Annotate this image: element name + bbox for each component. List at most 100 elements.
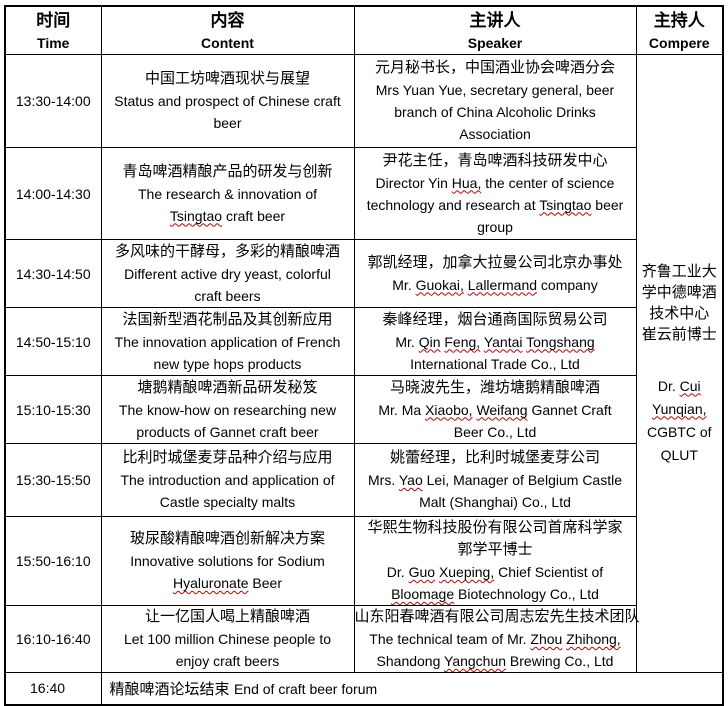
speaker-line-zh: 元月秘书长，中国酒业协会啤酒分会 — [374, 59, 615, 76]
content-line-en: The introduction and application of — [120, 472, 335, 488]
content-line-en: craft beers — [194, 287, 261, 304]
content-cell: 塘鹅精酿啤酒新品研发秘笈 The know-how on researching … — [100, 375, 355, 444]
content-line-en: The innovation application of French — [114, 333, 341, 350]
speaker-line-zh: 郭凯经理，加拿大拉曼公司北京办事处 — [367, 253, 623, 271]
speaker-line-zh: 马晓波先生，潍坊塘鹅精酿啤酒 — [389, 378, 600, 396]
speaker-line-en: Dr. Guo Xueping, Chief Scientist of — [386, 564, 604, 580]
compere-name-zh: 齐鲁工业大学中德啤酒技术中心崔云前博士 — [637, 261, 723, 345]
header-cell-compere: 主持人 Compere — [635, 5, 724, 55]
content-cell: 让一亿国人喝上精酿啤酒 Let 100 million Chinese peopl… — [100, 605, 355, 673]
content-cell: 法国新型酒花制品及其创新应用 The innovation application… — [100, 307, 355, 376]
speaker-line-en: Association — [459, 126, 531, 142]
speaker-cell: 华熙生物科技股份有限公司首席科学家 郭学平博士 Dr. Guo Xueping, C… — [353, 516, 637, 606]
speaker-line-en: technology and research at Tsingtao beer — [366, 196, 624, 213]
misspelled-word: Lallermand — [467, 276, 538, 293]
content-cell: 青岛啤酒精酿产品的研发与创新 The research & innovation … — [100, 147, 355, 240]
time-cell: 15:30-15:50 — [4, 443, 102, 517]
compere-line-en: Yunqian, — [637, 398, 723, 421]
speaker-cell: 元月秘书长，中国酒业协会啤酒分会 Mrs Yuan Yue, secretary … — [353, 54, 637, 148]
speaker-line-en: Mr. Guokai, Lallermand company — [392, 276, 598, 293]
speaker-line-en: group — [477, 218, 513, 235]
misspelled-word: Guo — [408, 564, 436, 580]
compere-line-en: CGBTC of — [646, 423, 712, 440]
header-cell-content: 内容 Content — [100, 5, 355, 55]
misspelled-word: Tongshang — [526, 333, 595, 350]
speaker-cell: 姚蕾经理，比利时城堡麦芽公司 Mrs. Yao Lei, Manager of B… — [353, 443, 637, 517]
speaker-line-en: The technical team of Mr. Zhou Zhihong, — [369, 631, 621, 647]
content-line-zh: 玻尿酸精酿啤酒创新解决方案 — [129, 530, 325, 547]
content-cell: 多风味的干酵母，多彩的精酿啤酒 Different active dry yeas… — [100, 239, 355, 308]
content-line-en: Status and prospect of Chinese craft — [114, 93, 341, 109]
speaker-line-en: Mrs Yuan Yue, secretary general, beer — [375, 82, 615, 98]
speaker-line-zh: 秦峰经理，烟台通商国际贸易公司 — [382, 310, 608, 328]
content-line-en: The research & innovation of — [137, 185, 317, 202]
time-cell: 14:50-15:10 — [4, 307, 102, 376]
header-speaker-en: Speaker — [467, 35, 523, 51]
compere-cell: 齐鲁工业大 学中德啤酒 技术中心 崔云前博士 Dr. Cui Yunqian, CGBTC … — [635, 54, 724, 673]
content-line-zh: 让一亿国人喝上精酿啤酒 — [144, 608, 310, 625]
content-line-en: Castle specialty malts — [159, 494, 296, 510]
misspelled-word: Xueping, — [438, 564, 495, 580]
compere-line-zh: 技术中心 — [649, 304, 710, 322]
speaker-cell: 秦峰经理，烟台通商国际贸易公司 Mr. Qin Feng, Yantai Tong… — [353, 307, 637, 376]
speaker-line-en: Bloomage Biotechnology Co., Ltd — [391, 586, 599, 602]
misspelled-word: Zhou — [530, 631, 563, 647]
header-row: 时间 Time 内容 Content 主讲人 Speaker 主持人 Compe… — [4, 5, 724, 55]
misspelled-word: Qin — [418, 333, 441, 350]
misspelled-word: Guokai, — [415, 276, 464, 293]
time-cell: 15:50-16:10 — [4, 516, 102, 606]
speaker-line-en: Mr. Ma Xiaobo, Weifang Gannet Craft — [378, 401, 612, 418]
speaker-line-en: Director Yin Hua, the center of science — [375, 174, 615, 191]
time-cell: 13:30-14:00 — [4, 54, 102, 148]
schedule-body: 13:30-14:00 中国工坊啤酒现状与展望 Status and prospec… — [4, 54, 724, 705]
misspelled-word: Zhihong, — [566, 631, 621, 647]
content-cell: 玻尿酸精酿啤酒创新解决方案 Innovative solutions for So… — [100, 516, 355, 606]
content-line-zh: 青岛啤酒精酿产品的研发与创新 — [122, 162, 333, 180]
speaker-line-zh: 华熙生物科技股份有限公司首席科学家 — [367, 519, 623, 536]
header-compere-en: Compere — [648, 35, 710, 51]
content-line-en: The know-how on researching new — [118, 401, 337, 418]
speaker-line-zh: 尹花主任，青岛啤酒科技研发中心 — [382, 151, 608, 169]
content-line-zh: 多风味的干酵母，多彩的精酿啤酒 — [114, 242, 340, 260]
session-row: 14:30-14:50 多风味的干酵母，多彩的精酿啤酒 Different acti… — [4, 239, 723, 308]
session-row: 14:50-15:10 法国新型酒花制品及其创新应用 The innovation … — [4, 307, 723, 376]
session-row: 15:10-15:30 塘鹅精酿啤酒新品研发秘笈 The know-how on r… — [4, 375, 723, 444]
misspelled-word: Yangchun — [444, 653, 507, 669]
speaker-line-en: International Trade Co., Ltd — [410, 355, 580, 372]
header-content-zh: 内容 — [210, 11, 245, 30]
session-row: 15:30-15:50 比利时城堡麦芽品种介绍与应用 The introductio… — [4, 443, 723, 517]
content-line-en: Tsingtao craft beer — [169, 207, 286, 224]
footer-time-cell: 16:40 — [4, 672, 102, 705]
speaker-line-zh: 姚蕾经理，比利时城堡麦芽公司 — [389, 449, 600, 466]
content-line-zh: 比利时城堡麦芽品种介绍与应用 — [122, 449, 333, 466]
content-line-en: new type hops products — [153, 355, 302, 372]
content-line-en: Different active dry yeast, colorful — [124, 265, 331, 282]
footer-text-cell: 精酿啤酒论坛结束 End of craft beer forum — [100, 672, 724, 705]
header-cell-time: 时间 Time — [4, 5, 102, 55]
header-cell-speaker: 主讲人 Speaker — [353, 5, 637, 55]
speaker-line-en: Shandong Yangchun Brewing Co., Ltd — [376, 653, 614, 669]
content-line-zh: 法国新型酒花制品及其创新应用 — [122, 310, 333, 328]
speaker-cell: 郭凯经理，加拿大拉曼公司北京办事处 Mr. Guokai, Lallermand … — [353, 239, 637, 308]
time-cell: 14:00-14:30 — [4, 147, 102, 240]
speaker-line-zh: 郭学平博士 — [457, 541, 533, 558]
speaker-cell: 马晓波先生，潍坊塘鹅精酿啤酒 Mr. Ma Xiaobo, Weifang Gan… — [353, 375, 637, 444]
content-line-en: products of Gannet craft beer — [136, 423, 319, 440]
misspelled-word: Cui — [679, 377, 701, 394]
compere-line-zh: 齐鲁工业大 — [641, 262, 717, 280]
misspelled-word: Tsingtao — [539, 196, 592, 213]
content-line-en: Let 100 million Chinese people to — [123, 631, 332, 647]
speaker-cell: 尹花主任，青岛啤酒科技研发中心 Director Yin Hua, the cen… — [353, 147, 637, 240]
misspelled-word: Hua, — [451, 174, 482, 191]
speaker-line-en: Malt (Shanghai) Co., Ltd — [419, 494, 571, 510]
compere-line-zh: 学中德啤酒 — [641, 283, 717, 301]
header-time-zh: 时间 — [36, 11, 71, 30]
content-line-en: beer — [213, 115, 242, 131]
compere-line-zh: 崔云前博士 — [641, 325, 717, 343]
footer-row: 16:40 精酿啤酒论坛结束 End of craft beer forum — [4, 672, 724, 705]
speaker-line-en: Mrs. Yao Lei, Manager of Belgium Castle — [368, 472, 622, 488]
content-line-en: Innovative solutions for Sodium — [130, 553, 325, 569]
footer-text-en: End of craft beer forum — [233, 680, 378, 697]
session-row: 16:10-16:40 让一亿国人喝上精酿啤酒 Let 100 million Ch… — [4, 605, 723, 673]
misspelled-word: Weifang — [476, 401, 528, 418]
